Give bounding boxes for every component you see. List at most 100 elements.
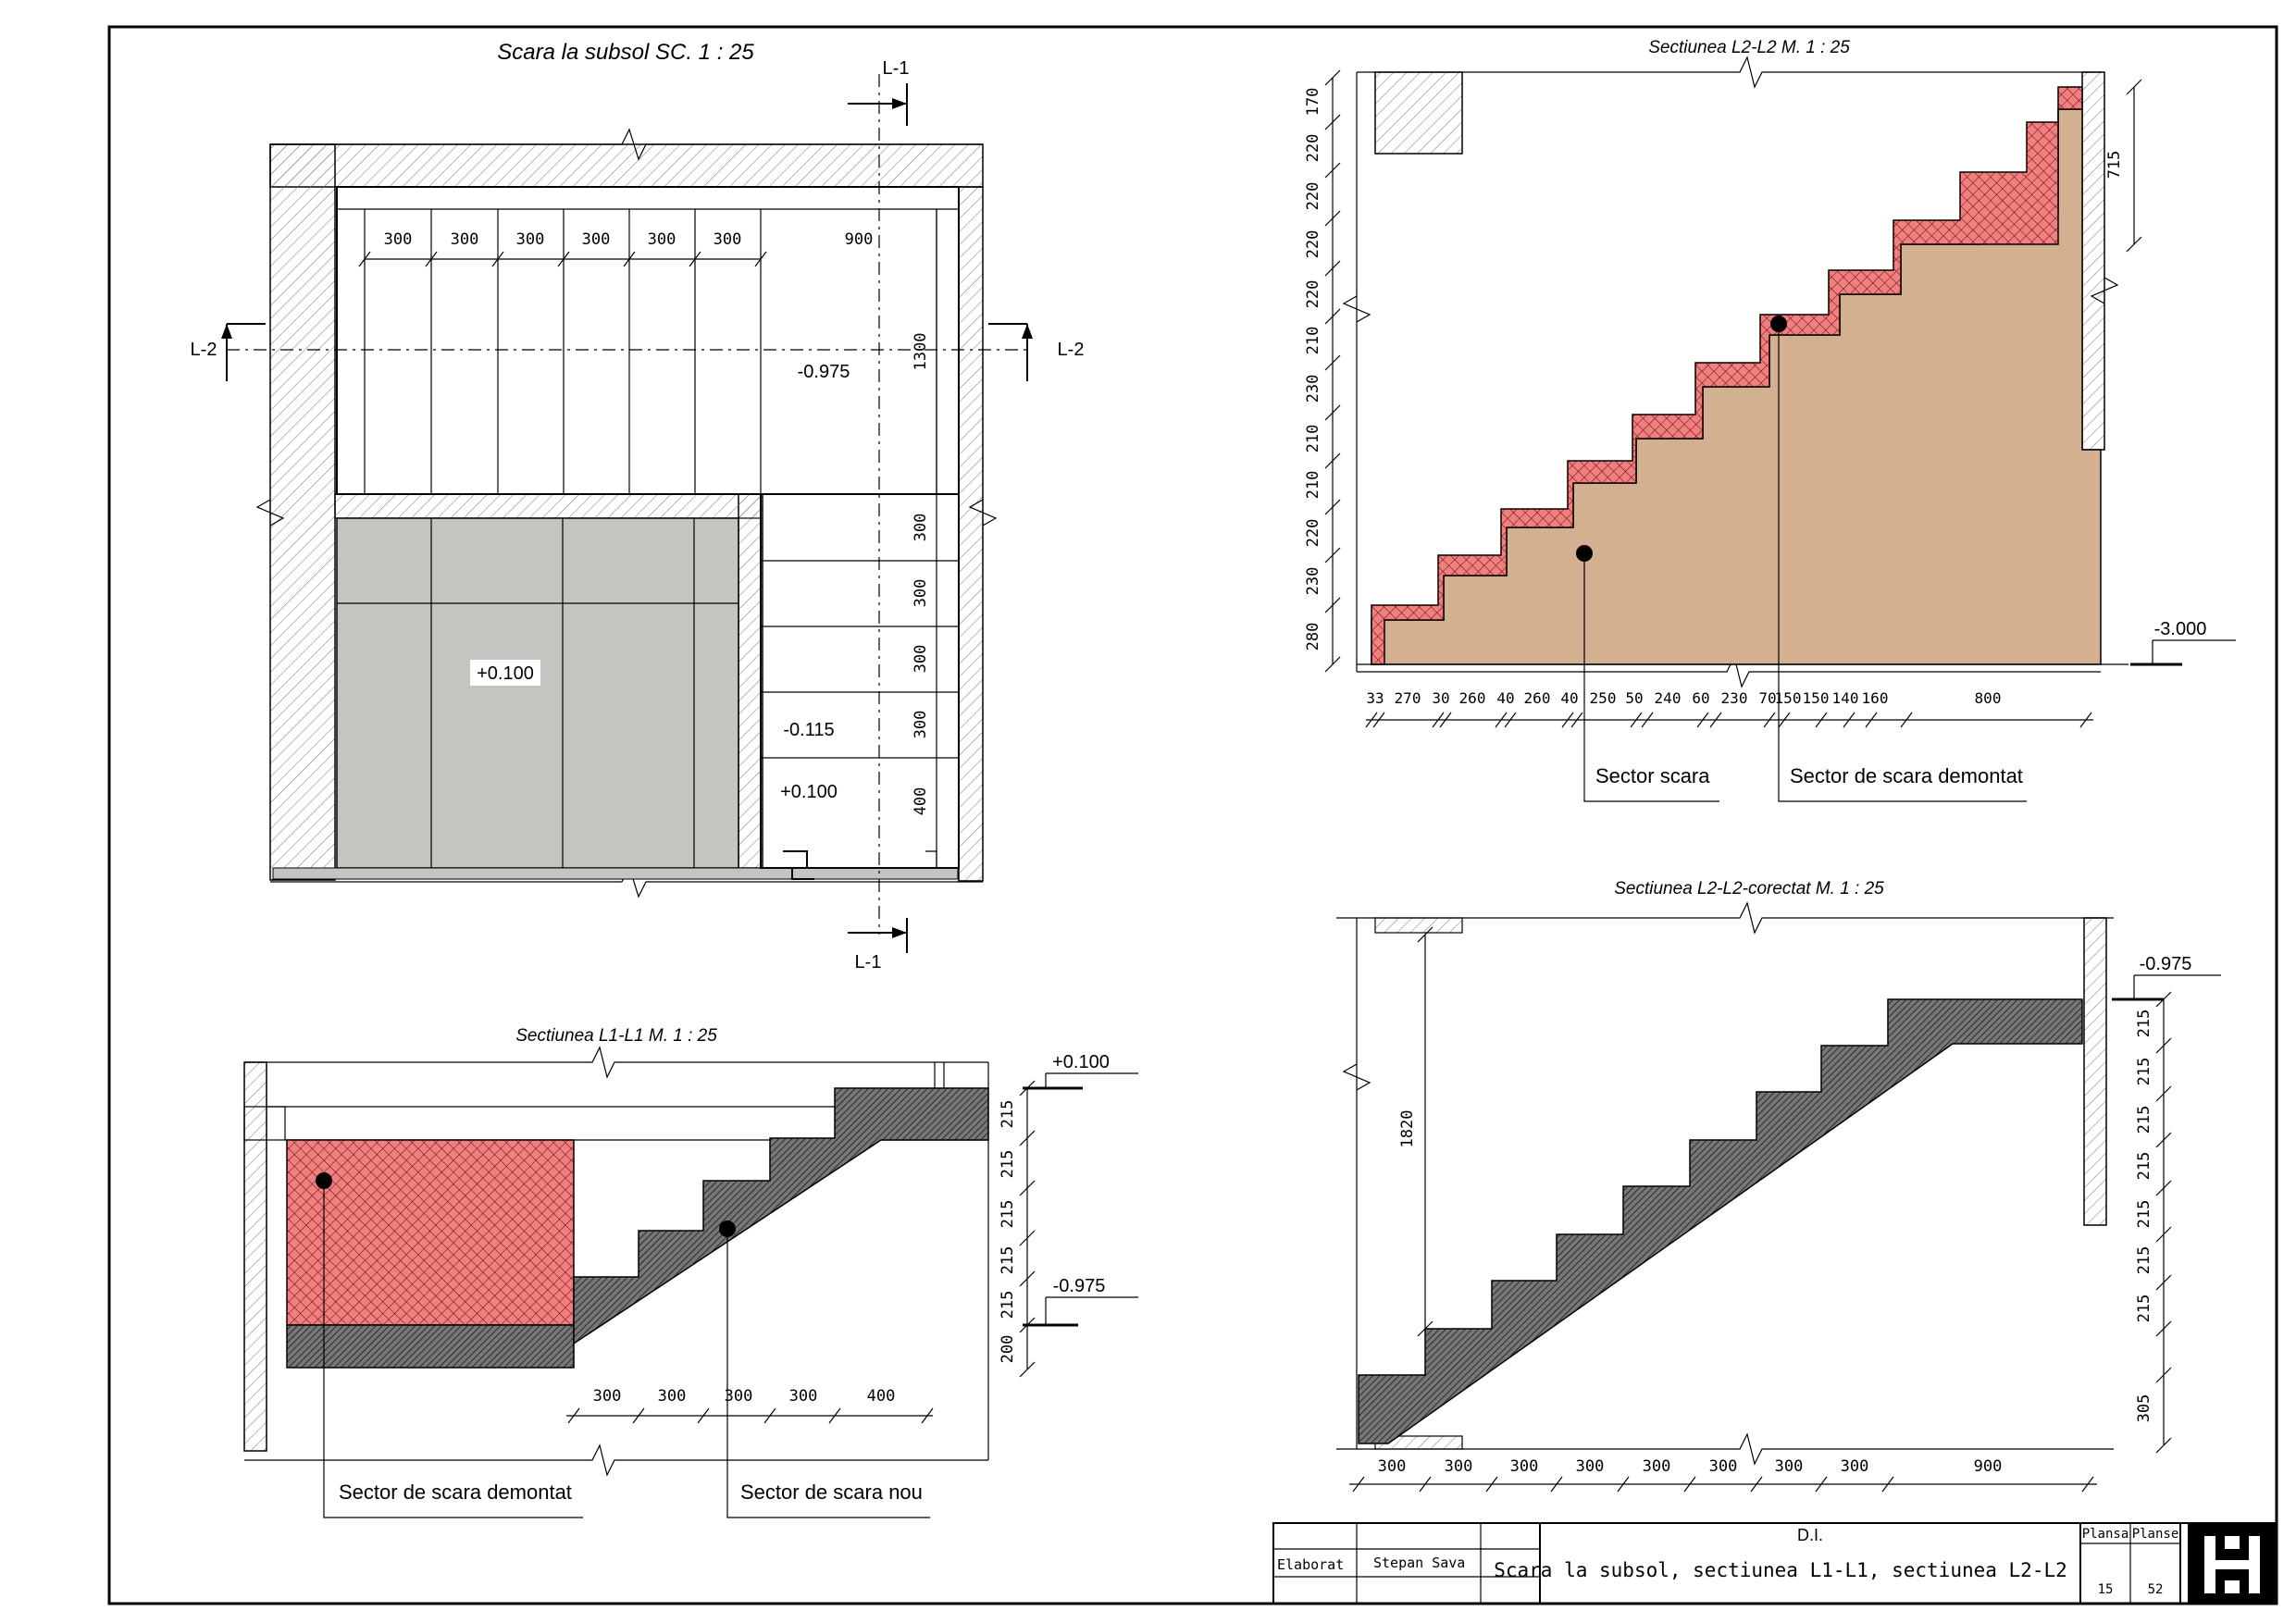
plan-dim-side-3: 300 [912, 645, 930, 674]
section-l2-dim-v-2: 220 [1304, 134, 1322, 163]
plan-break-top [270, 128, 983, 161]
section-l2-dim-v-10: 220 [1304, 519, 1322, 548]
section-l1-dim-h-2: 300 [658, 1387, 687, 1406]
section-l2-dim-h-2: 270 [1395, 689, 1421, 707]
section-l2-dim-h-10: 240 [1655, 689, 1682, 707]
section-mark-l2-left: L-2 [191, 340, 217, 360]
plan-dim-side-1: 300 [912, 514, 930, 542]
section-l2c-dim-h-8: 300 [1841, 1457, 1869, 1476]
section-l2c-dim-v-7: 215 [2135, 1295, 2153, 1323]
title-block-header: D.I. [1797, 1526, 1823, 1544]
callout-demolished-l1: Sector de scara demontat [339, 1481, 572, 1504]
title-block-drawing-title: Scara la subsol, sectiunea L1-L1, sectiu… [1494, 1559, 2067, 1581]
title-block-author: Stepan Sava [1373, 1555, 1465, 1571]
plan-dim-side-top: 1300 [912, 333, 930, 371]
plan-floor-strip [272, 867, 959, 880]
callout-new-l1: Sector de scara nou [740, 1481, 923, 1504]
section-l2c-title: Sectiunea L2-L2-corectat M. 1 : 25 [1614, 879, 1884, 898]
section-l1-dim-h-5: 400 [867, 1387, 896, 1406]
section-l2c-dim-v-2: 215 [2135, 1058, 2153, 1086]
section-mark-l1-top: L-1 [883, 58, 910, 79]
section-l1-dim-v-4: 215 [999, 1246, 1017, 1275]
section-l1-dim-h-3: 300 [725, 1387, 753, 1406]
plan-dim-top-2: 300 [451, 230, 479, 249]
section-l2-dim-v-5: 220 [1304, 280, 1322, 309]
section-l2-dim-v-8: 210 [1304, 425, 1322, 453]
section-l2-dim-v-7: 230 [1304, 375, 1322, 403]
plan-view: Scara la subsol SC. 1 : 25 300 [191, 40, 1085, 973]
section-l1-dim-v-5: 215 [999, 1291, 1017, 1319]
section-l2c-dim-h-7: 300 [1775, 1457, 1804, 1476]
section-l2-dim-v-12: 280 [1304, 623, 1322, 651]
section-l1-dim-v-1: 215 [999, 1100, 1017, 1129]
section-l1: Sectiunea L1-L1 M. 1 : 25 +0.100 -0.975 [243, 1026, 1138, 1518]
section-l2-dim-h-9: 50 [1625, 689, 1643, 707]
plan-dim-top-1: 300 [384, 230, 413, 249]
section-l2c-dim-h-9: 900 [1974, 1457, 2003, 1476]
section-l2-dim-h-4: 260 [1459, 689, 1486, 707]
section-l2: Sectiunea L2-L2 M. 1 : 25 -3.000 715 [1304, 38, 2236, 802]
plan-wall-strip [334, 493, 762, 519]
section-l2-dim-v-9: 210 [1304, 471, 1322, 500]
plan-title: Scara la subsol SC. 1 : 25 [497, 40, 754, 65]
section-l2-dim-h-1: 33 [1366, 689, 1384, 707]
section-l2-dim-h-15: 150 [1803, 689, 1830, 707]
section-l1-level-top: +0.100 [1052, 1052, 1110, 1072]
plan-break-bottom [270, 865, 983, 898]
title-block: D.I. Elaborat Stepan Sava Scara la subso… [1272, 1522, 2277, 1604]
title-block-sheets-label: Planse [2132, 1527, 2179, 1542]
callout-sector-scara: Sector scara [1595, 764, 1710, 787]
title-block-role: Elaborat [1277, 1556, 1344, 1573]
section-l2-top-block [1374, 71, 1463, 155]
section-l2c-dim-v-6: 215 [2135, 1246, 2153, 1275]
section-l2-dim-h-11: 60 [1692, 689, 1709, 707]
plan-break-left [255, 499, 285, 527]
section-l1-level-bottom: -0.975 [1053, 1276, 1106, 1296]
section-l2-dim-v-11: 230 [1304, 567, 1322, 596]
section-l2c-level: -0.975 [2140, 954, 2192, 974]
section-l2c-dim-v-8: 305 [2135, 1394, 2153, 1423]
section-l2-dim-h-17: 160 [1862, 689, 1889, 707]
section-l2-dim-h-6: 260 [1524, 689, 1551, 707]
section-l1-title: Sectiunea L1-L1 M. 1 : 25 [515, 1026, 717, 1046]
section-l2c-dim-v-5: 215 [2135, 1200, 2153, 1229]
callout-demolished-l2: Sector de scara demontat [1790, 764, 2023, 787]
section-l2c-dim-h-4: 300 [1576, 1457, 1605, 1476]
section-l2c-dim-height: 1820 [1398, 1110, 1417, 1148]
section-l2-dim-h-7: 40 [1560, 689, 1578, 707]
section-l2-dim-h-5: 40 [1496, 689, 1514, 707]
section-l2-dim-v-1: 170 [1304, 88, 1322, 117]
plan-dim-top-4: 300 [582, 230, 611, 249]
section-l2-level: -3.000 [2154, 619, 2207, 639]
section-l2-title: Sectiunea L2-L2 M. 1 : 25 [1648, 38, 1850, 57]
plan-dim-top-6: 300 [714, 230, 742, 249]
section-l2c-dim-v-1: 215 [2135, 1010, 2153, 1038]
section-l2-dim-h-8: 250 [1590, 689, 1617, 707]
title-block-sheet-label: Plansa [2082, 1527, 2129, 1542]
section-l2c-dim-h-3: 300 [1510, 1457, 1539, 1476]
section-l2c-dim-v-3: 215 [2135, 1106, 2153, 1134]
section-l2-dim-h-18: 800 [1975, 689, 2002, 707]
section-l2-dim-right: 715 [2105, 151, 2124, 180]
section-l2-dim-h-3: 30 [1432, 689, 1449, 707]
section-l2-dim-v-4: 220 [1304, 230, 1322, 259]
plan-dim-top-3: 300 [516, 230, 545, 249]
section-l1-dim-h-1: 300 [593, 1387, 622, 1406]
plan-floor-area [336, 517, 739, 869]
plan-level-lower: +0.100 [780, 782, 838, 802]
section-l2c-dim-h-2: 300 [1445, 1457, 1473, 1476]
plan-wall-top [269, 143, 984, 188]
section-l2-wall-right [2081, 71, 2105, 451]
plan-dim-side-4: 300 [912, 711, 930, 739]
plan-level-mid: -0.115 [783, 720, 834, 740]
section-mark-l2-right: L-2 [1058, 340, 1085, 360]
section-l1-dim-v-2: 215 [999, 1150, 1017, 1179]
plan-dim-side-2: 300 [912, 579, 930, 608]
plan-level-floor: +0.100 [477, 663, 534, 684]
section-l2-dim-v-6: 210 [1304, 327, 1322, 355]
section-l2c-dim-h-1: 300 [1378, 1457, 1407, 1476]
plan-dim-top-7: 900 [845, 230, 874, 249]
plan-wall-left [269, 143, 336, 881]
section-l2-corectat: Sectiunea L2-L2-corectat M. 1 : 25 1820 … [1336, 879, 2221, 1493]
